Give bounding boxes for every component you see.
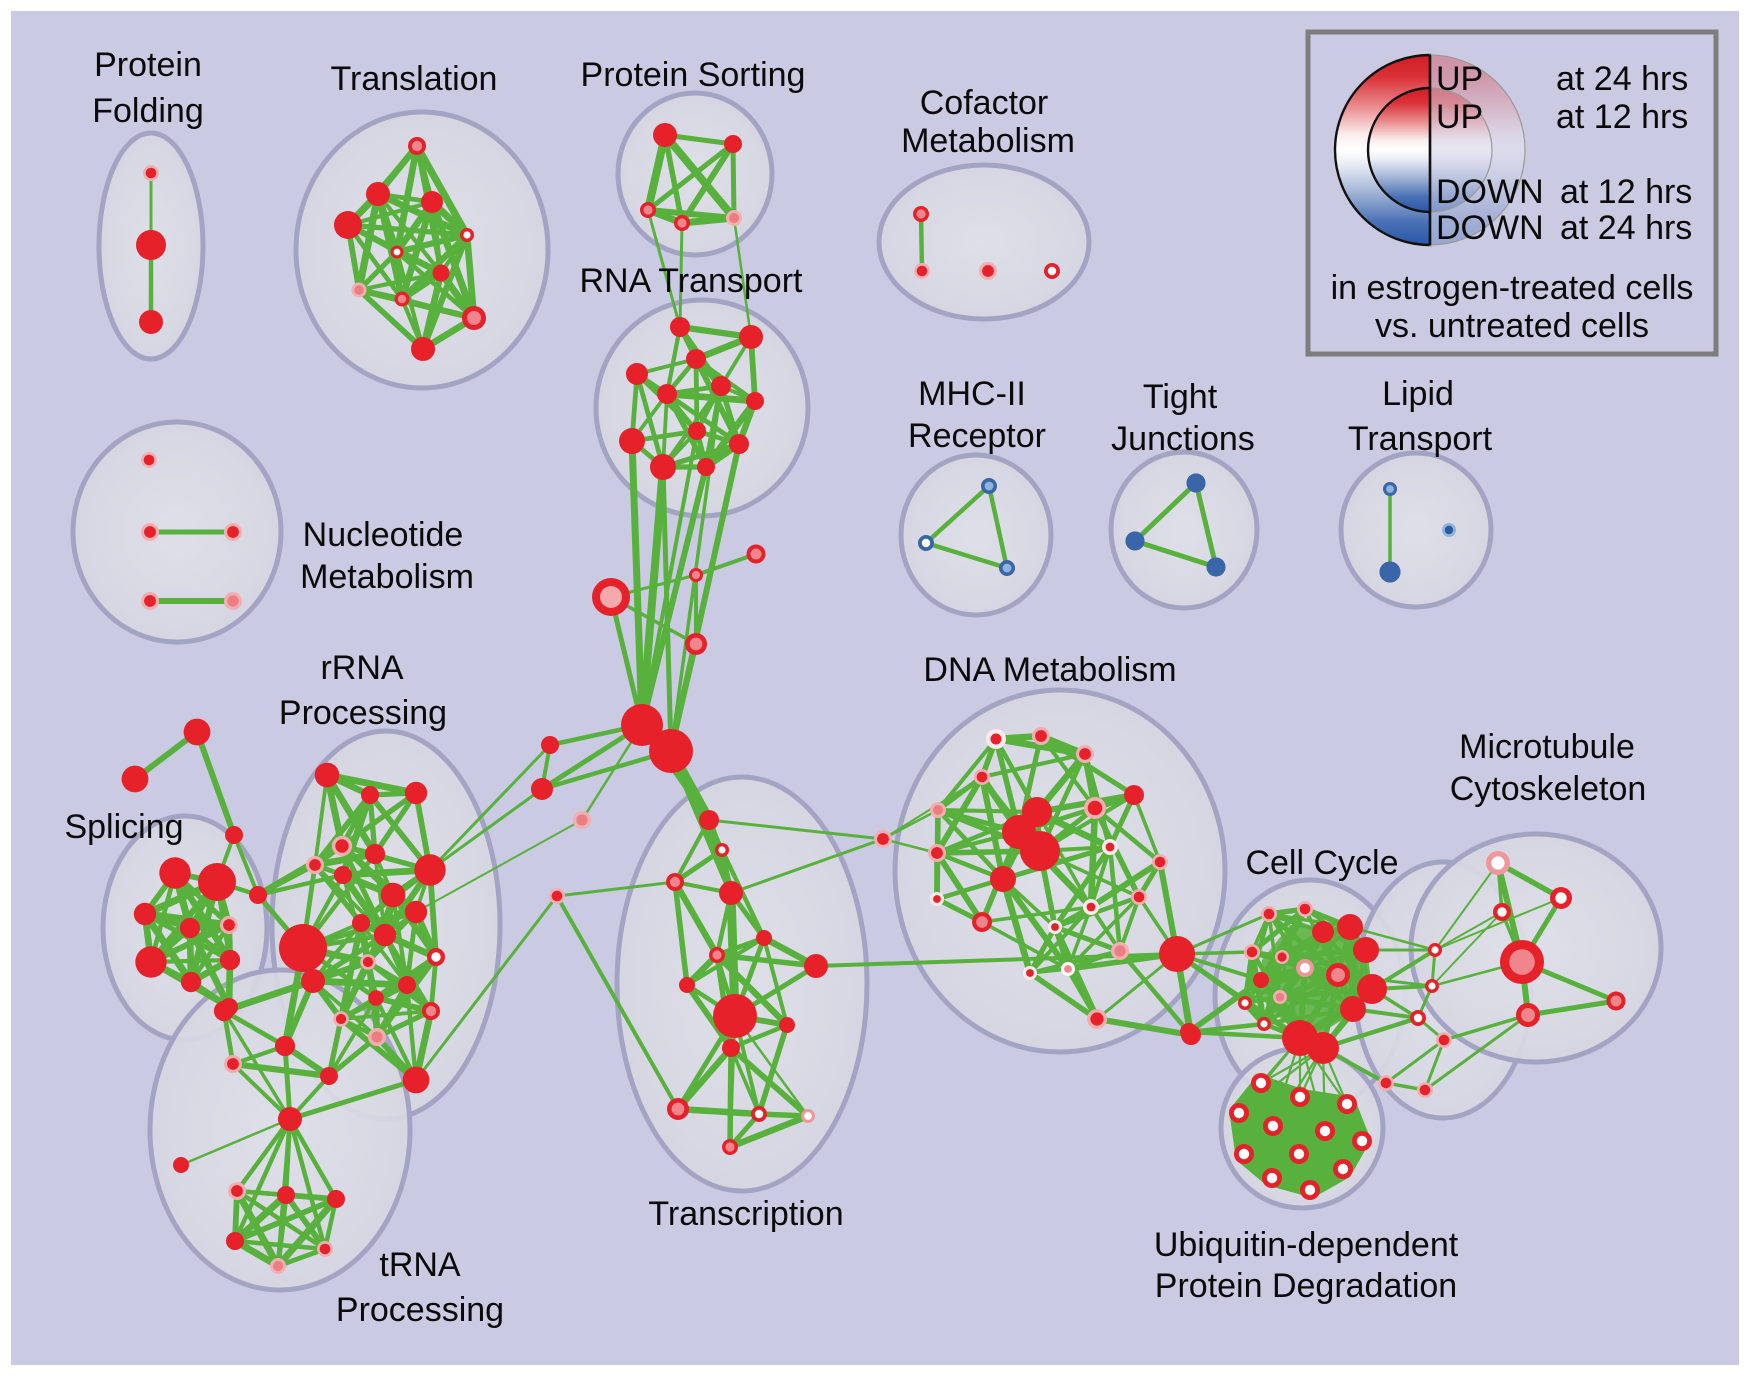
svg-text:Metabolism: Metabolism [901,122,1075,160]
svg-text:Splicing: Splicing [64,808,183,846]
svg-text:MHC-II: MHC-II [918,375,1026,413]
svg-text:Translation: Translation [331,60,498,98]
svg-text:Metabolism: Metabolism [300,558,474,596]
svg-text:UP: UP [1436,98,1483,136]
svg-text:Folding: Folding [92,92,204,130]
svg-text:Cofactor: Cofactor [920,84,1049,122]
svg-text:Microtubule: Microtubule [1459,728,1635,766]
svg-text:Transport: Transport [1348,420,1493,458]
svg-text:DNA Metabolism: DNA Metabolism [923,651,1176,689]
svg-text:Junctions: Junctions [1111,420,1255,458]
svg-text:at 12 hrs: at 12 hrs [1560,173,1692,211]
svg-text:RNA Transport: RNA Transport [580,262,804,300]
svg-text:Tight: Tight [1143,378,1218,416]
svg-text:DOWN: DOWN [1436,209,1544,247]
svg-text:Nucleotide: Nucleotide [303,516,464,554]
svg-text:at 24 hrs: at 24 hrs [1560,209,1692,247]
svg-text:Processing: Processing [336,1291,504,1329]
svg-text:tRNA: tRNA [379,1246,461,1284]
svg-text:Protein: Protein [94,46,202,84]
svg-text:Protein Sorting: Protein Sorting [581,56,806,94]
svg-text:Receptor: Receptor [908,417,1046,455]
svg-text:Transcription: Transcription [648,1195,843,1233]
svg-text:Lipid: Lipid [1382,375,1454,413]
svg-text:Ubiquitin-dependent: Ubiquitin-dependent [1154,1226,1459,1264]
svg-text:rRNA: rRNA [320,649,403,687]
svg-text:in estrogen-treated cells: in estrogen-treated cells [1331,269,1694,307]
svg-text:Cytoskeleton: Cytoskeleton [1450,770,1647,808]
svg-text:Cell Cycle: Cell Cycle [1245,844,1398,882]
svg-text:Processing: Processing [279,694,447,732]
svg-text:DOWN: DOWN [1436,173,1544,211]
svg-text:at 24 hrs: at 24 hrs [1556,60,1688,98]
svg-text:at 12 hrs: at 12 hrs [1556,98,1688,136]
svg-text:UP: UP [1436,60,1483,98]
svg-text:vs. untreated cells: vs. untreated cells [1375,307,1649,345]
svg-text:Protein Degradation: Protein Degradation [1155,1267,1457,1305]
